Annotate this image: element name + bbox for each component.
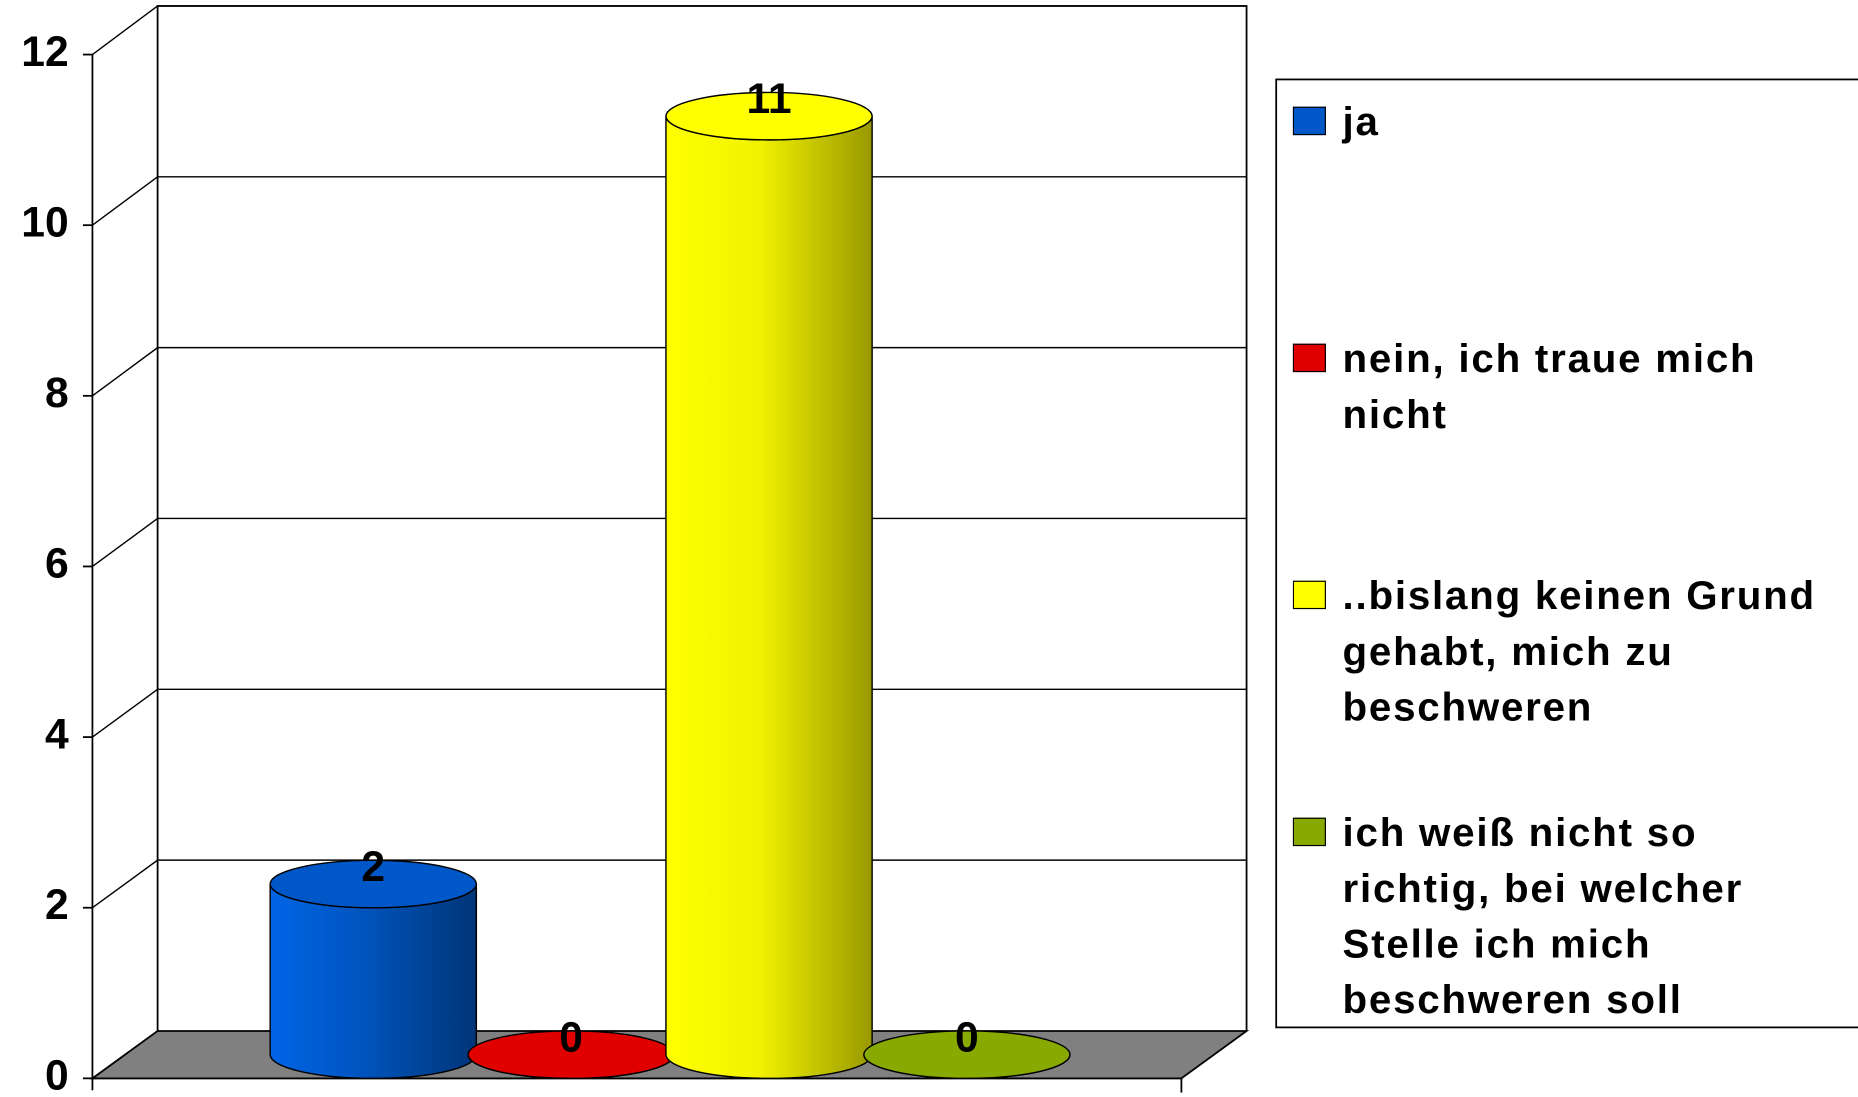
legend-entry: nein, ich traue mich nicht xyxy=(1292,332,1850,443)
legend-box xyxy=(1275,78,1858,1029)
cylinder-top xyxy=(863,1030,1071,1080)
legend-item: ..bislang keinen Grund gehabt, mich zu b… xyxy=(1292,569,1850,736)
legend-label: nein, ich traue mich nicht xyxy=(1342,336,1757,438)
legend-swatch xyxy=(1292,106,1326,136)
legend-swatch xyxy=(1292,817,1326,847)
cylinder xyxy=(665,116,873,1080)
side-grid-line xyxy=(92,347,159,397)
side-grid-line xyxy=(92,1030,159,1079)
side-grid-line xyxy=(92,517,159,568)
data-label: 0 xyxy=(955,1014,979,1062)
legend-entry: ja xyxy=(1292,95,1850,151)
cylinder-top xyxy=(665,91,873,141)
data-label: 2 xyxy=(361,843,385,891)
side-grid-line xyxy=(92,859,159,909)
legend-entry: ich weiß nicht so richtig, bei welcher S… xyxy=(1292,806,1850,1029)
legend-label: ja xyxy=(1342,99,1380,145)
legend-label: ich weiß nicht so richtig, bei welcher S… xyxy=(1342,810,1744,1023)
data-label: 11 xyxy=(746,75,791,123)
y-tick-label: 4 xyxy=(45,710,69,758)
y-tick-label: 10 xyxy=(21,198,68,246)
y-tick-label: 0 xyxy=(45,1052,69,1097)
legend-label: ..bislang keinen Grund gehabt, mich zu b… xyxy=(1342,573,1816,730)
side-grid-line xyxy=(92,688,159,738)
cylinder-top xyxy=(269,859,478,909)
legend-swatch xyxy=(1292,343,1326,373)
legend-swatch xyxy=(1292,580,1326,610)
legend-item: nein, ich traue mich nicht xyxy=(1292,332,1850,443)
y-tick-label: 2 xyxy=(45,881,69,929)
side-grid-line xyxy=(92,5,159,56)
y-tick-label: 6 xyxy=(45,540,69,588)
data-label: 0 xyxy=(559,1014,583,1062)
y-tick-label: 8 xyxy=(45,369,69,417)
side-grid-line xyxy=(92,176,159,226)
legend-item: ich weiß nicht so richtig, bei welcher S… xyxy=(1292,806,1850,1029)
legend-entry: ..bislang keinen Grund gehabt, mich zu b… xyxy=(1292,569,1850,736)
y-tick-label: 12 xyxy=(21,28,68,76)
cylinder xyxy=(269,883,478,1080)
legend-item: ja xyxy=(1292,95,1850,151)
